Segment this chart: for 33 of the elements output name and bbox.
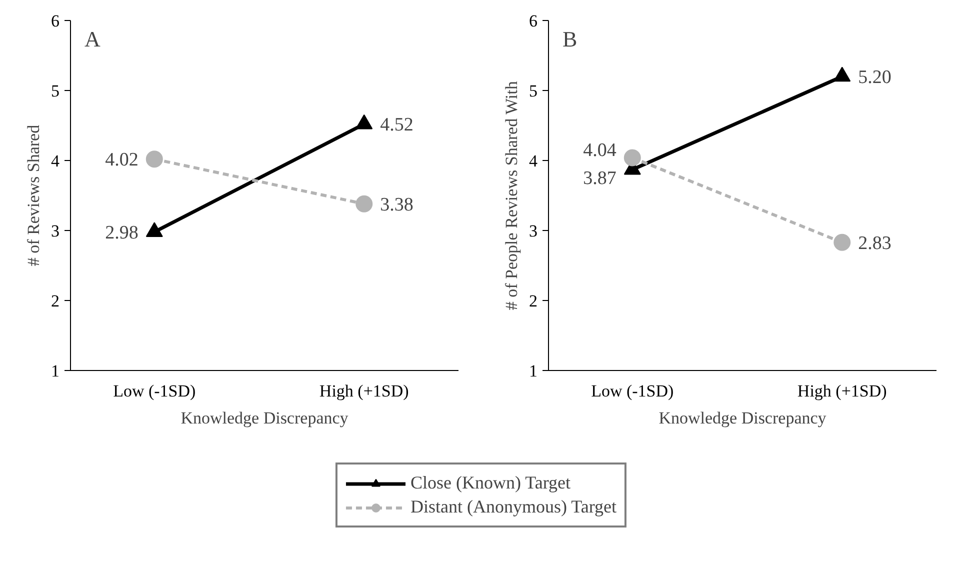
y-axis-title: # of Reviews Shared xyxy=(24,124,43,266)
y-tick-label: 2 xyxy=(529,292,538,310)
data-label: 4.04 xyxy=(583,140,617,162)
x-tick-label: Low (-1SD) xyxy=(113,382,196,400)
y-tick-label: 3 xyxy=(529,222,538,240)
y-tick-label: 5 xyxy=(529,82,538,100)
point xyxy=(834,234,851,251)
y-tick-label: 6 xyxy=(51,12,60,30)
x-tick-label: Low (-1SD) xyxy=(591,382,674,400)
legend-label: Close (Known) Target xyxy=(410,472,571,494)
data-label: 5.20 xyxy=(858,67,892,88)
x-tick-label: High (+1SD) xyxy=(319,382,409,400)
y-tick-label: 3 xyxy=(51,222,60,240)
y-axis-title: # of People Reviews Shared With xyxy=(502,80,521,310)
x-axis-title: Knowledge Discrepancy xyxy=(180,408,349,428)
chart-title: B xyxy=(562,26,578,52)
data-label: 2.98 xyxy=(105,222,138,244)
y-tick-label: 6 xyxy=(529,12,538,30)
y-tick-label: 2 xyxy=(51,292,60,310)
data-label: 4.02 xyxy=(105,150,138,171)
y-tick-label: 1 xyxy=(529,362,538,380)
y-tick-label: 4 xyxy=(529,152,538,170)
y-tick-label: 4 xyxy=(51,152,60,170)
legend-label: Distant (Anonymous) Target xyxy=(410,496,617,518)
chart-title: A xyxy=(84,26,100,52)
y-tick-label: 5 xyxy=(51,82,60,100)
x-tick-label: High (+1SD) xyxy=(797,382,887,400)
x-axis-title: Knowledge Discrepancy xyxy=(658,408,827,428)
data-label: 3.87 xyxy=(583,168,616,190)
data-label: 3.38 xyxy=(380,194,414,216)
data-label: 2.83 xyxy=(858,232,892,254)
y-tick-label: 1 xyxy=(51,362,60,380)
data-label: 4.52 xyxy=(380,114,414,136)
